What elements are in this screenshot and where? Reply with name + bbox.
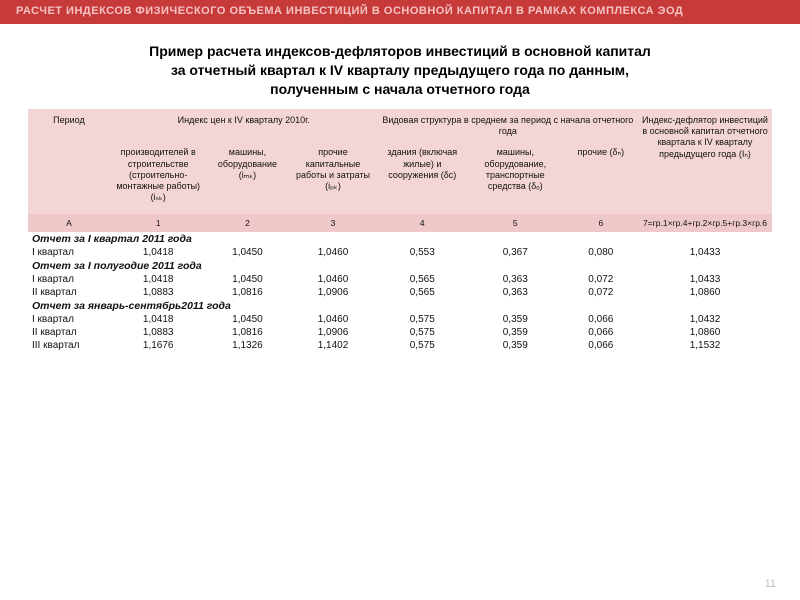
cell-c2: 1,0816	[207, 286, 289, 299]
cell-c4: 0,565	[378, 286, 467, 299]
cell-c5: 0,363	[467, 286, 564, 299]
cell-c5: 0,363	[467, 273, 564, 286]
section-row: Отчет за январь-сентябрь2011 года	[28, 299, 772, 313]
colnum-3: 3	[288, 214, 377, 233]
cell-c7: 1,0432	[638, 313, 772, 326]
header-structure: Видовая структура в среднем за период с …	[378, 109, 638, 144]
cell-period: III квартал	[28, 339, 110, 352]
colnum-7: 7=гр.1×гр.4+гр.2×гр.5+гр.3×гр.6	[638, 214, 772, 233]
cell-c2: 1,0816	[207, 326, 289, 339]
cell-c2: 1,1326	[207, 339, 289, 352]
cell-c5: 0,359	[467, 326, 564, 339]
section-row: Отчет за I квартал 2011 года	[28, 232, 772, 246]
cell-c1: 1,0418	[110, 273, 207, 286]
cell-c3: 1,0460	[288, 273, 377, 286]
cell-c3: 1,1402	[288, 339, 377, 352]
table-row: II квартал1,08831,08161,09060,5750,3590,…	[28, 326, 772, 339]
table-row: I квартал1,04181,04501,04600,5650,3630,0…	[28, 273, 772, 286]
cell-period: II квартал	[28, 286, 110, 299]
section-label: Отчет за I квартал 2011 года	[28, 232, 772, 246]
deflator-table: Период Индекс цен к IV кварталу 2010г. В…	[28, 109, 772, 352]
sub-buildings: здания (включая жилые) и сооружения (δc)	[378, 143, 467, 213]
cell-c3: 1,0460	[288, 313, 377, 326]
cell-c4: 0,575	[378, 339, 467, 352]
table-body: Отчет за I квартал 2011 годаI квартал1,0…	[28, 232, 772, 352]
cell-c2: 1,0450	[207, 313, 289, 326]
cell-c5: 0,359	[467, 339, 564, 352]
table-row: II квартал1,08831,08161,09060,5650,3630,…	[28, 286, 772, 299]
cell-c6: 0,080	[564, 246, 638, 259]
cell-c3: 1,0906	[288, 286, 377, 299]
page-banner: РАСЧЕТ ИНДЕКСОВ ФИЗИЧЕСКОГО ОБЪЕМА ИНВЕС…	[0, 0, 800, 24]
colnum-a: А	[28, 214, 110, 233]
table-row: I квартал1,04181,04501,04600,5750,3590,0…	[28, 313, 772, 326]
cell-c4: 0,565	[378, 273, 467, 286]
sub-other-cap: прочие капитальные работы и затраты (iₚₖ…	[288, 143, 377, 213]
cell-c6: 0,072	[564, 273, 638, 286]
cell-period: I квартал	[28, 246, 110, 259]
colnum-2: 2	[207, 214, 289, 233]
section-row: Отчет за I полугодие 2011 года	[28, 259, 772, 273]
cell-c4: 0,575	[378, 326, 467, 339]
header-period: Период	[28, 109, 110, 214]
cell-c4: 0,575	[378, 313, 467, 326]
header-price-index: Индекс цен к IV кварталу 2010г.	[110, 109, 378, 144]
page-number: 11	[765, 578, 776, 590]
header-deflator: Индекс-дефлятор инвестиций в основной ка…	[638, 109, 772, 214]
table-container: Период Индекс цен к IV кварталу 2010г. В…	[0, 109, 800, 352]
cell-c4: 0,553	[378, 246, 467, 259]
cell-c1: 1,0883	[110, 326, 207, 339]
cell-c1: 1,0418	[110, 246, 207, 259]
page-title: Пример расчета индексов-дефляторов инвес…	[40, 42, 760, 99]
cell-c3: 1,0460	[288, 246, 377, 259]
colnum-1: 1	[110, 214, 207, 233]
cell-c7: 1,1532	[638, 339, 772, 352]
cell-c1: 1,0883	[110, 286, 207, 299]
sub-machines-2: машины, оборудование, транспортные средс…	[467, 143, 564, 213]
cell-c6: 0,066	[564, 313, 638, 326]
table-row: III квартал1,16761,13261,14020,5750,3590…	[28, 339, 772, 352]
cell-period: I квартал	[28, 313, 110, 326]
cell-c7: 1,0433	[638, 273, 772, 286]
cell-c3: 1,0906	[288, 326, 377, 339]
cell-c2: 1,0450	[207, 273, 289, 286]
table-row: I квартал1,04181,04501,04600,5530,3670,0…	[28, 246, 772, 259]
colnum-4: 4	[378, 214, 467, 233]
title-line-1: Пример расчета индексов-дефляторов инвес…	[149, 43, 651, 59]
section-label: Отчет за январь-сентябрь2011 года	[28, 299, 772, 313]
cell-period: II квартал	[28, 326, 110, 339]
cell-period: I квартал	[28, 273, 110, 286]
cell-c1: 1,0418	[110, 313, 207, 326]
section-label: Отчет за I полугодие 2011 года	[28, 259, 772, 273]
cell-c1: 1,1676	[110, 339, 207, 352]
sub-machines-1: машины, оборудование (iₘₖ)	[207, 143, 289, 213]
cell-c6: 0,072	[564, 286, 638, 299]
colnum-6: 6	[564, 214, 638, 233]
cell-c6: 0,066	[564, 339, 638, 352]
sub-other: прочие (δₙ)	[564, 143, 638, 213]
cell-c6: 0,066	[564, 326, 638, 339]
cell-c7: 1,0860	[638, 326, 772, 339]
cell-c2: 1,0450	[207, 246, 289, 259]
title-line-3: полученным с начала отчетного года	[270, 81, 530, 97]
cell-c7: 1,0860	[638, 286, 772, 299]
colnum-5: 5	[467, 214, 564, 233]
title-line-2: за отчетный квартал к IV кварталу предыд…	[171, 62, 629, 78]
cell-c7: 1,0433	[638, 246, 772, 259]
cell-c5: 0,359	[467, 313, 564, 326]
cell-c5: 0,367	[467, 246, 564, 259]
sub-construction: производителей в строительстве (строител…	[110, 143, 207, 213]
